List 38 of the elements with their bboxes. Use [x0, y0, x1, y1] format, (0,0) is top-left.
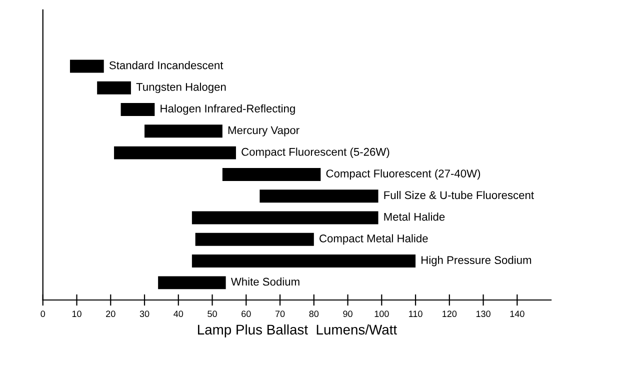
x-tick-label: 90 [343, 310, 352, 318]
bar [260, 190, 378, 203]
bar [70, 60, 104, 73]
bar [192, 254, 416, 268]
y-tick-label: Compact Fluorescent (5-26W) [242, 148, 390, 158]
y-tick-label: Tungsten Halogen [136, 82, 226, 94]
y-tick-label: Halogen Infrared-Reflecting [160, 104, 295, 115]
y-tick-label: Compact Metal Halide [320, 234, 428, 245]
bar [192, 211, 378, 224]
x-tick-label: 70 [275, 310, 285, 318]
x-tick-label: 50 [208, 310, 217, 318]
bar [97, 81, 131, 94]
bar [222, 168, 321, 181]
y-tick-label: High Pressure Sodium [422, 256, 532, 266]
y-tick-label: Compact Fluorescent (27-40W) [326, 169, 480, 180]
x-tick-label: 130 [476, 310, 490, 318]
bar [114, 146, 236, 160]
x-tick-label: 110 [409, 310, 422, 318]
y-tick-label: White Sodium [230, 278, 300, 286]
x-tick-label: 0 [40, 310, 46, 318]
x-tick-label: 120 [442, 310, 457, 318]
x-tick-label: 30 [140, 310, 150, 318]
bar [120, 103, 155, 116]
bar [144, 124, 222, 138]
x-tick-label: 100 [374, 310, 389, 318]
y-tick-label: Mercury Vapor [228, 126, 300, 136]
x-axis-title: Lamp Plus Ballast Lumens/Watt [198, 324, 397, 338]
x-tick-label: 10 [72, 310, 82, 318]
x-tick-label: 140 [510, 310, 524, 318]
bar [195, 232, 314, 246]
y-tick-label: Metal Halide [384, 212, 445, 221]
y-tick-label: Full Size & U-tube Fluorescent [384, 190, 534, 200]
y-tick-label: Standard Incandescent [109, 61, 224, 70]
bar [158, 276, 226, 290]
x-tick-label: 80 [309, 310, 319, 318]
x-tick-label: 60 [242, 310, 251, 318]
x-tick-label: 20 [106, 310, 116, 318]
x-tick-label: 40 [174, 310, 184, 318]
